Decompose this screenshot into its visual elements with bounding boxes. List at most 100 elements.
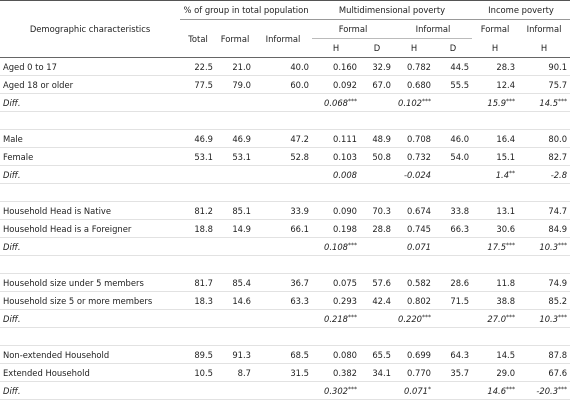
cell: 67.0	[360, 75, 394, 94]
cell: 50.8	[360, 147, 394, 166]
cell: 28.3	[472, 57, 519, 76]
cell: 60.0	[254, 75, 312, 94]
spacer-row	[0, 183, 570, 202]
header-group: % of group in total population	[180, 0, 312, 20]
cell: -20.3***	[518, 381, 570, 400]
cell: 74.7	[518, 201, 570, 220]
row-label: Aged 0 to 17	[0, 57, 180, 76]
cell: 21.0	[216, 57, 254, 76]
measure: H	[472, 38, 519, 58]
spacer	[0, 111, 570, 130]
cell: 0.674	[394, 201, 434, 220]
row-label: Non-extended Household	[0, 345, 180, 364]
cell: 35.7	[434, 363, 473, 382]
cell: 10.3***	[518, 237, 570, 256]
cell: 0.218***	[312, 309, 360, 328]
cell: 0.782	[394, 57, 434, 76]
cell: 0.092	[312, 75, 360, 94]
cell: 48.9	[360, 129, 394, 148]
header-group: Multidimensional poverty	[312, 0, 473, 20]
row-label: Household Head is Native	[0, 201, 180, 220]
row-label: Diff.	[0, 237, 180, 256]
spacer-row	[0, 327, 570, 346]
cell: 0.382	[312, 363, 360, 382]
cell: 0.732	[394, 147, 434, 166]
cell: 11.8	[472, 273, 519, 292]
cell: 16.4	[472, 129, 519, 148]
cell: 0.699	[394, 345, 434, 364]
row-label: Household size under 5 members	[0, 273, 180, 292]
cell	[360, 381, 394, 400]
cell: 36.7	[254, 273, 312, 292]
subheader: Informal	[254, 19, 312, 58]
cell: 0.582	[394, 273, 434, 292]
cell: 84.9	[518, 219, 570, 238]
cell: 14.6***	[472, 381, 519, 400]
cell: 28.8	[360, 219, 394, 238]
subheader: Formal	[480, 24, 510, 35]
cell: 75.7	[518, 75, 570, 94]
cell: 12.4	[472, 75, 519, 94]
diff-row: Diff. 0.108*** 0.071 17.5*** 10.3***	[0, 237, 570, 256]
cell: 18.3	[180, 291, 216, 310]
cell: 80.0	[518, 129, 570, 148]
cell: 47.2	[254, 129, 312, 148]
table-header: Demographic characteristics% of group in…	[0, 0, 570, 58]
measure: D	[360, 38, 394, 58]
cell: 46.9	[180, 129, 216, 148]
cell	[254, 309, 312, 328]
cell: 89.5	[180, 345, 216, 364]
spacer	[0, 327, 570, 346]
subheader: Informal	[526, 24, 562, 35]
cell: 74.9	[518, 273, 570, 292]
cell: 0.080	[312, 345, 360, 364]
cell: 85.4	[216, 273, 254, 292]
cell	[180, 93, 216, 112]
cell: 82.7	[518, 147, 570, 166]
cell	[180, 237, 216, 256]
cell	[180, 309, 216, 328]
data-row: Household size under 5 members 81.7 85.4 36…	[0, 273, 570, 292]
cell: 52.8	[254, 147, 312, 166]
cell	[434, 165, 473, 184]
cell: 17.5***	[472, 237, 519, 256]
cell	[360, 165, 394, 184]
cell: 68.5	[254, 345, 312, 364]
cell: 81.7	[180, 273, 216, 292]
data-row: Male 46.9 46.9 47.2 0.111 48.9 0.708 46.0 16.4 80…	[0, 129, 570, 148]
data-row: Aged 0 to 17 22.5 21.0 40.0 0.160 32.9 0.782 44…	[0, 57, 570, 76]
cell: 0.108***	[312, 237, 360, 256]
data-row: Household Head is Native 81.2 85.1 33.9 0.09…	[0, 201, 570, 220]
diff-row: Diff. 0.008 -0.024 1.4** -2.8	[0, 165, 570, 184]
spacer	[0, 255, 570, 274]
cell: 0.111	[312, 129, 360, 148]
measure: H	[394, 38, 434, 58]
cell	[180, 381, 216, 400]
row-label: Household Head is a Foreigner	[0, 219, 180, 238]
cell	[180, 165, 216, 184]
cell: 65.5	[360, 345, 394, 364]
cell: 15.9***	[472, 93, 519, 112]
row-label: Male	[0, 129, 180, 148]
cell: 0.680	[394, 75, 434, 94]
cell	[254, 381, 312, 400]
cell: 32.9	[360, 57, 394, 76]
subheader: Formal	[312, 19, 394, 39]
diff-row: Diff. 0.302*** 0.071* 14.6*** -20.3***	[0, 381, 570, 400]
cell: 22.5	[180, 57, 216, 76]
cell: 0.745	[394, 219, 434, 238]
cell: 46.0	[434, 129, 473, 148]
row-label: Aged 18 or older	[0, 75, 180, 94]
cell: 10.5	[180, 363, 216, 382]
cell: 13.1	[472, 201, 519, 220]
cell: 14.5***	[518, 93, 570, 112]
diff-row: Diff. 0.068*** 0.102*** 15.9*** 14.5***	[0, 93, 570, 112]
data-row: Extended Household 10.5 8.7 31.5 0.382 34.1 0.…	[0, 363, 570, 382]
row-label: Diff.	[0, 381, 180, 400]
cell: 8.7	[216, 363, 254, 382]
cell: 77.5	[180, 75, 216, 94]
subheader: Informal	[394, 19, 473, 39]
cell: 30.6	[472, 219, 519, 238]
cell: 14.9	[216, 219, 254, 238]
